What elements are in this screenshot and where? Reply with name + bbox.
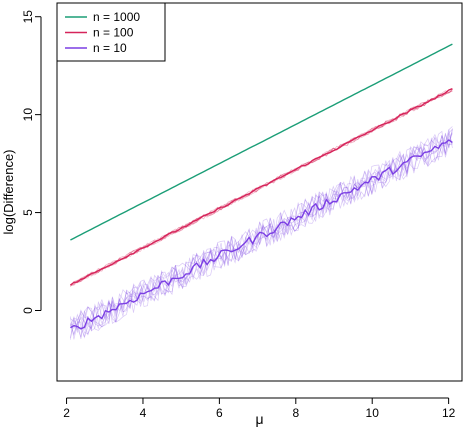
- x-tick-label: 4: [140, 406, 147, 420]
- replicate-line: [70, 129, 453, 336]
- x-tick-label: 12: [442, 406, 456, 420]
- replicate-line: [70, 129, 453, 338]
- replicate-line: [70, 133, 453, 328]
- plot-box: [56, 2, 463, 382]
- series-lines: [69, 43, 453, 330]
- x-tick-label: 2: [63, 406, 70, 420]
- legend-label: n = 1000: [93, 10, 140, 24]
- replicate-line: [70, 128, 453, 340]
- axes: 2 4 6 8 10 12 0 5 10 15: [21, 2, 463, 420]
- x-axis-label: μ: [255, 411, 263, 427]
- legend-label: n = 10: [93, 41, 127, 55]
- replicate-line: [70, 126, 453, 337]
- y-tick-label: 5: [21, 209, 35, 216]
- y-tick-label: 15: [21, 10, 35, 24]
- replicate-line: [70, 142, 453, 336]
- series-line: [69, 88, 453, 286]
- legend-label: n = 100: [93, 26, 134, 40]
- y-axis-label: log(Difference): [1, 149, 16, 234]
- replicate-line: [70, 130, 453, 339]
- y-tick-label: 0: [21, 307, 35, 314]
- series-line: [70, 43, 453, 241]
- x-tick-label: 6: [216, 406, 223, 420]
- replicate-line: [70, 133, 453, 340]
- series-line: [70, 139, 453, 330]
- x-tick-label: 10: [366, 406, 380, 420]
- x-tick-label: 8: [292, 406, 299, 420]
- replicate-line: [70, 129, 453, 339]
- y-tick-label: 10: [21, 108, 35, 122]
